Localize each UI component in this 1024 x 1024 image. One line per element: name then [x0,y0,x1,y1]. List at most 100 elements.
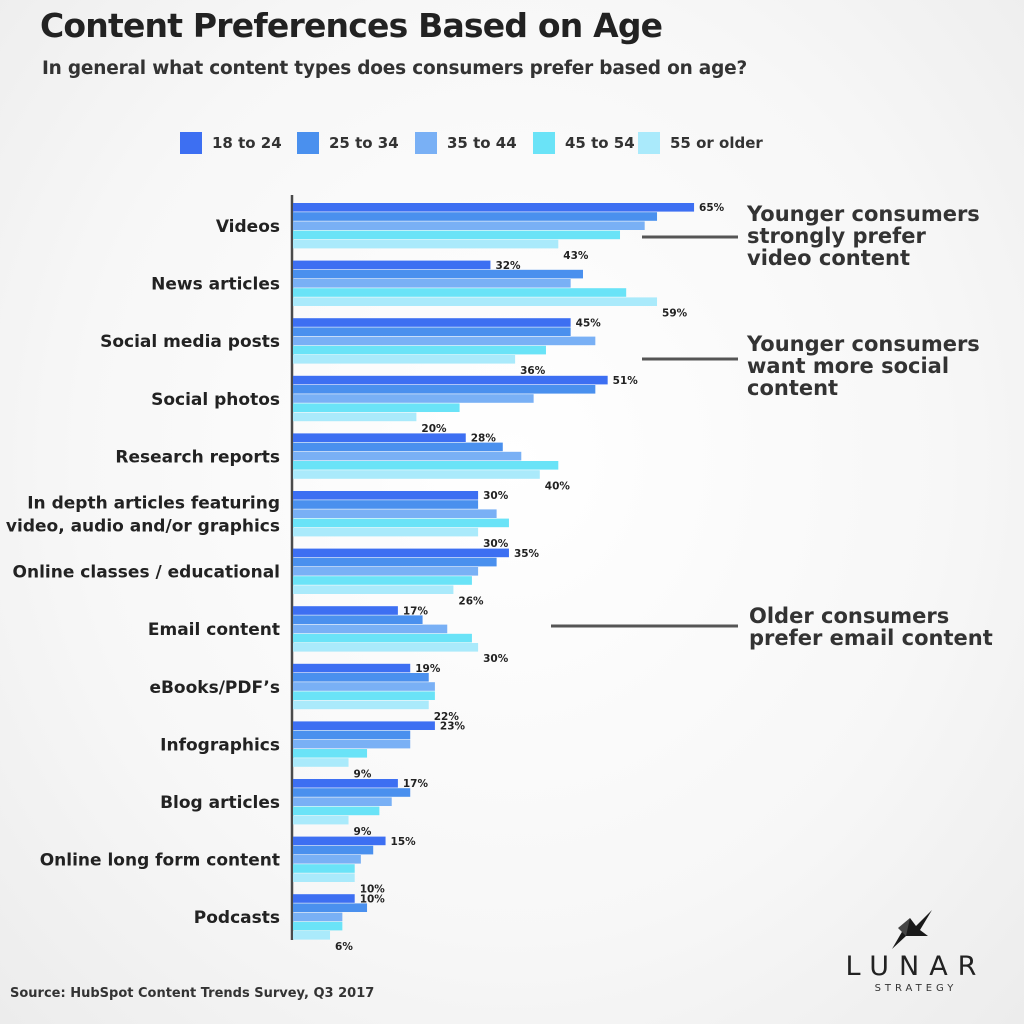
data-label: 6% [335,941,353,953]
chart-legend: 18 to 24 25 to 34 35 to 44 45 to 54 55 o… [0,132,1024,156]
bar-18-to-24 [293,203,695,212]
logo-wordmark: LUNAR [845,951,987,982]
category-label: Social media posts [100,332,280,352]
chart-subtitle: In general what content types does consu… [42,58,748,79]
bar-45-to-54 [293,633,472,643]
data-label: 59% [662,308,688,320]
bar-18-to-24 [293,663,411,673]
legend-item-18-to-24: 18 to 24 [180,132,282,154]
bar-55-or-older [293,873,355,882]
bar-25-to-34 [293,442,503,452]
category-label: Online classes / educational [13,563,280,583]
data-label: 36% [520,365,546,377]
data-label: 9% [354,768,372,780]
bar-45-to-54 [293,461,559,470]
bar-45-to-54 [293,864,355,873]
legend-swatch [415,132,437,154]
legend-label: 25 to 34 [329,134,399,152]
data-label: 32% [495,260,521,272]
category-label: Email content [148,620,280,640]
data-label: 35% [514,548,540,560]
bar-55-or-older [293,412,417,422]
bar-45-to-54 [293,403,460,412]
annotation-social: Younger consumers want more social conte… [747,332,980,400]
data-label: 20% [421,423,447,435]
bar-25-to-34 [293,500,479,509]
bar-25-to-34 [293,269,583,279]
data-label: 65% [699,202,725,214]
annotation-video: Younger consumers strongly prefer video … [747,202,980,270]
bar-45-to-54 [293,230,621,240]
bar-35-to-44 [293,567,479,576]
legend-item-55-or-older: 55 or older [638,132,763,154]
bar-55-or-older [293,355,516,364]
bar-25-to-34 [293,327,571,336]
bar-35-to-44 [293,912,343,922]
logo-tagline: STRATEGY [874,983,958,994]
data-label: 28% [471,433,497,445]
bar-18-to-24 [293,721,435,730]
bar-18-to-24 [293,894,355,903]
bar-25-to-34 [293,788,411,797]
annotation-email: Older consumers prefer email content [749,604,993,650]
data-label: 26% [458,596,484,608]
logo: LUNAR STRATEGY [836,908,996,998]
bar-18-to-24 [293,260,491,270]
bar-35-to-44 [293,509,497,518]
bar-45-to-54 [293,288,627,297]
category-label: In depth articles featuring [27,494,280,514]
bar-25-to-34 [293,212,658,221]
bar-55-or-older [293,297,658,306]
data-label: 23% [440,721,466,733]
bar-45-to-54 [293,691,435,700]
bar-25-to-34 [293,845,374,855]
legend-swatch [638,132,660,154]
category-label: News articles [151,275,280,295]
legend-label: 18 to 24 [212,134,282,152]
legend-swatch [533,132,555,154]
bar-25-to-34 [293,615,423,624]
data-label: 43% [563,250,589,262]
bar-35-to-44 [293,451,522,461]
legend-item-35-to-44: 35 to 44 [415,132,517,154]
bar-25-to-34 [293,385,596,394]
bar-55-or-older [293,815,349,825]
category-label: Research reports [115,447,280,467]
data-label: 30% [483,653,509,665]
legend-item-45-to-54: 45 to 54 [533,132,635,154]
bar-18-to-24 [293,606,398,615]
bar-35-to-44 [293,797,392,806]
bar-55-or-older [293,700,429,710]
bar-18-to-24 [293,779,398,788]
category-label: Videos [216,217,280,237]
bar-35-to-44 [293,394,534,403]
chart-title: Content Preferences Based on Age [40,6,663,45]
bar-18-to-24 [293,375,608,385]
bar-45-to-54 [293,345,546,355]
bar-45-to-54 [293,806,380,816]
bar-45-to-54 [293,518,509,528]
bar-35-to-44 [293,336,596,346]
data-label: 51% [613,375,639,387]
bar-55-or-older [293,527,479,537]
data-label: 17% [403,778,429,790]
bar-18-to-24 [293,433,466,442]
bar-18-to-24 [293,318,571,327]
bar-18-to-24 [293,491,479,500]
data-label: 10% [360,884,386,896]
bar-35-to-44 [293,739,411,749]
bar-55-or-older [293,758,349,767]
bar-35-to-44 [293,221,645,230]
legend-swatch [180,132,202,154]
bar-25-to-34 [293,730,411,740]
star-rocket-icon [892,910,932,949]
bar-25-to-34 [293,557,497,567]
data-label: 10% [360,893,386,905]
data-label: 40% [545,480,571,492]
bar-45-to-54 [293,921,343,931]
legend-item-25-to-34: 25 to 34 [297,132,399,154]
data-label: 15% [391,836,417,848]
bar-35-to-44 [293,682,435,691]
bar-55-or-older [293,239,559,249]
